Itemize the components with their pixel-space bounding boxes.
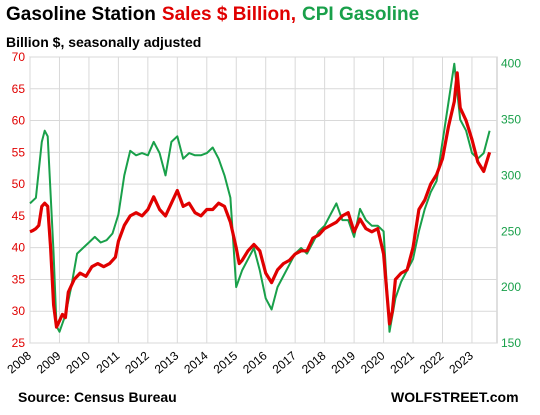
left-tick-label: 45 [12, 209, 26, 223]
source-note: Source: Census Bureau [18, 389, 177, 405]
x-tick-label: 2023 [446, 348, 476, 376]
x-tick-label: 2017 [270, 348, 300, 376]
x-tick-label: 2012 [122, 348, 152, 376]
title-part-sales: Sales $ Billion, [161, 4, 297, 25]
plot-area [29, 56, 498, 344]
x-tick-label: 2021 [388, 348, 418, 376]
x-tick-label: 2009 [34, 348, 64, 376]
x-tick-label: 2013 [152, 348, 182, 376]
x-tick-label: 2014 [181, 348, 211, 376]
left-tick-label: 70 [12, 50, 26, 64]
title-part-cpi: CPI Gasoline [302, 4, 420, 25]
left-tick-label: 25 [12, 336, 26, 350]
right-tick-label: 350 [501, 113, 521, 127]
left-tick-label: 55 [12, 145, 26, 159]
watermark-text: WOLFSTREET.com [391, 389, 519, 405]
left-tick-label: 65 [12, 82, 26, 96]
left-tick-label: 60 [12, 114, 26, 128]
x-tick-label: 2010 [63, 348, 93, 376]
left-tick-label: 40 [12, 241, 26, 255]
x-tick-label: 2011 [94, 348, 123, 376]
right-tick-label: 250 [501, 224, 521, 238]
x-tick-label: 2015 [211, 348, 241, 376]
x-tick-label: 2016 [240, 348, 270, 376]
left-tick-label: 50 [12, 177, 26, 191]
right-axis: 150 200 250 300 350 400 [501, 57, 521, 350]
series-lines [29, 62, 492, 333]
title-part-station: Gasoline Station [6, 4, 156, 25]
gasoline-sales-line [29, 71, 492, 329]
x-axis: 2008 2009 2010 2011 2012 2013 2014 2015 2016 2017… [4, 348, 476, 376]
right-tick-label: 400 [501, 57, 521, 71]
x-tick-label: 2019 [329, 348, 359, 376]
grid-lines [29, 56, 497, 344]
x-tick-label: 2020 [358, 348, 388, 376]
cpi-gasoline-line [29, 62, 491, 333]
x-tick-label: 2018 [299, 348, 329, 376]
chart-title: Gasoline Station Sales $ Billion, CPI Gaso… [6, 4, 419, 26]
right-tick-label: 200 [501, 280, 521, 294]
right-tick-label: 150 [501, 336, 521, 350]
right-tick-label: 300 [501, 168, 521, 182]
left-tick-label: 35 [12, 272, 26, 286]
chart-subtitle: Billion $, seasonally adjusted [6, 34, 202, 50]
left-tick-label: 30 [12, 304, 26, 318]
left-axis: 25 30 35 40 45 50 55 60 65 70 [12, 50, 26, 350]
x-tick-label: 2008 [4, 348, 34, 376]
x-tick-label: 2022 [417, 348, 447, 376]
